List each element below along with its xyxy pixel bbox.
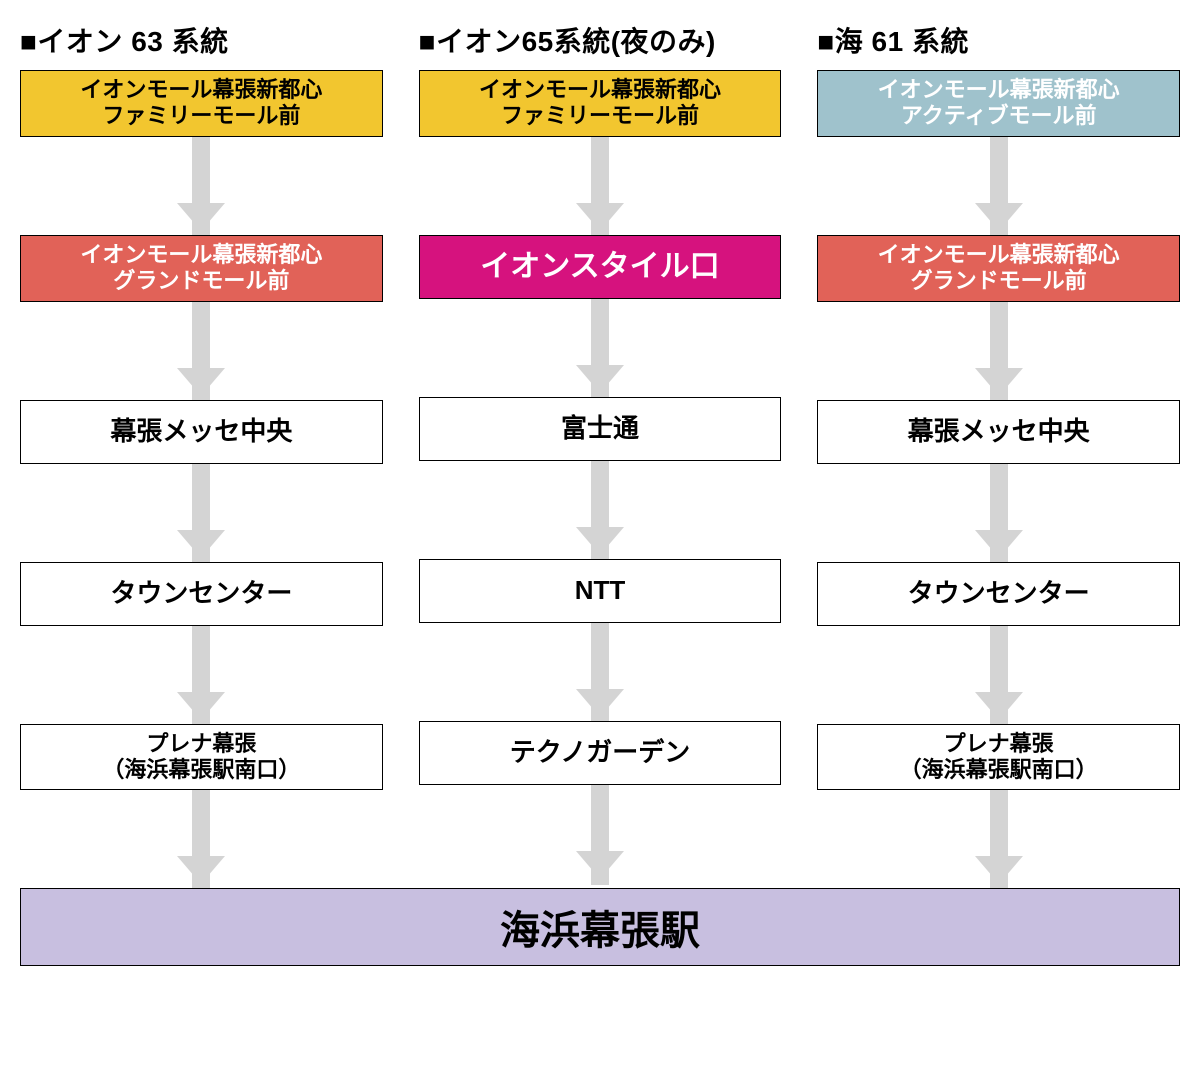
- stop-line2: ファミリーモール前: [102, 103, 300, 129]
- stop-box: タウンセンター: [817, 562, 1180, 626]
- route-column-2: ■海 61 系統イオンモール幕張新都心アクティブモール前イオンモール幕張新都心グ…: [817, 20, 1180, 888]
- arrow-down-icon: [20, 626, 383, 724]
- stop-box: タウンセンター: [20, 562, 383, 626]
- stop-line1: イオンモール幕張新都心: [878, 77, 1120, 103]
- stop-line1: イオンモール幕張新都心: [80, 242, 322, 268]
- arrow-down-icon: [419, 461, 782, 559]
- destination-label: 海浜幕張駅: [500, 898, 700, 956]
- stop-line2: グランドモール前: [911, 268, 1087, 294]
- arrow-down-icon: [20, 790, 383, 888]
- route-column-1: ■イオン65系統(夜のみ) イオンモール幕張新都心ファミリーモール前イオンスタイル…: [419, 20, 782, 888]
- arrow-down-icon: [817, 464, 1180, 562]
- stop-line2: アクティブモール前: [901, 103, 1097, 129]
- arrow-down-icon: [419, 623, 782, 721]
- route-title: ■海 61 系統: [817, 20, 969, 60]
- stop-line2: （海浜幕張駅南口）: [102, 757, 300, 783]
- stop-box: プレナ幕張（海浜幕張駅南口）: [817, 724, 1180, 791]
- arrow-down-icon: [20, 464, 383, 562]
- stop-line1: タウンセンター: [110, 578, 292, 609]
- stop-box: NTT: [419, 559, 782, 623]
- route-title: ■イオン 63 系統: [20, 20, 229, 60]
- arrow-down-icon: [20, 302, 383, 400]
- route-chart: ■イオン 63 系統イオンモール幕張新都心ファミリーモール前イオンモール幕張新都…: [20, 20, 1180, 966]
- stop-box: イオンモール幕張新都心グランドモール前: [20, 235, 383, 302]
- route-column-0: ■イオン 63 系統イオンモール幕張新都心ファミリーモール前イオンモール幕張新都…: [20, 20, 383, 888]
- stop-line1: テクノガーデン: [510, 737, 690, 768]
- stop-line1: イオンモール幕張新都心: [878, 242, 1120, 268]
- stop-line2: （海浜幕張駅南口）: [900, 757, 1098, 783]
- stop-box: イオンモール幕張新都心グランドモール前: [817, 235, 1180, 302]
- stop-box: プレナ幕張（海浜幕張駅南口）: [20, 724, 383, 791]
- arrow-down-icon: [817, 626, 1180, 724]
- stop-line1: イオンモール幕張新都心: [80, 77, 322, 103]
- arrow-down-icon: [817, 790, 1180, 888]
- arrow-down-icon: [817, 137, 1180, 235]
- stop-line2: グランドモール前: [113, 268, 289, 294]
- arrow-down-icon: [817, 302, 1180, 400]
- stop-line1: 幕張メッセ中央: [110, 416, 292, 447]
- stop-box: 幕張メッセ中央: [20, 400, 383, 464]
- stop-line1: 富士通: [561, 413, 639, 444]
- arrow-down-icon: [419, 299, 782, 397]
- stop-line2: ファミリーモール前: [501, 103, 699, 129]
- stop-line1: タウンセンター: [908, 578, 1090, 609]
- stop-line1: プレナ幕張: [146, 731, 256, 757]
- arrow-down-icon: [20, 137, 383, 235]
- stop-box: イオンモール幕張新都心ファミリーモール前: [20, 70, 383, 137]
- stop-box: イオンスタイル口: [419, 235, 782, 299]
- stop-box: イオンモール幕張新都心アクティブモール前: [817, 70, 1180, 137]
- stop-line1: プレナ幕張: [944, 731, 1054, 757]
- stop-line1: 幕張メッセ中央: [908, 416, 1090, 447]
- stop-box: イオンモール幕張新都心ファミリーモール前: [419, 70, 782, 137]
- stop-box: 幕張メッセ中央: [817, 400, 1180, 464]
- stop-box: テクノガーデン: [419, 721, 782, 785]
- arrow-down-icon: [419, 137, 782, 235]
- stop-line1: イオンモール幕張新都心: [479, 77, 721, 103]
- stop-box: 富士通: [419, 397, 782, 461]
- arrow-down-icon: [419, 785, 782, 883]
- stop-line1: NTT: [575, 575, 626, 606]
- destination-station: 海浜幕張駅: [20, 888, 1180, 966]
- route-title: ■イオン65系統(夜のみ): [419, 20, 716, 60]
- stop-line1: イオンスタイル口: [480, 249, 719, 285]
